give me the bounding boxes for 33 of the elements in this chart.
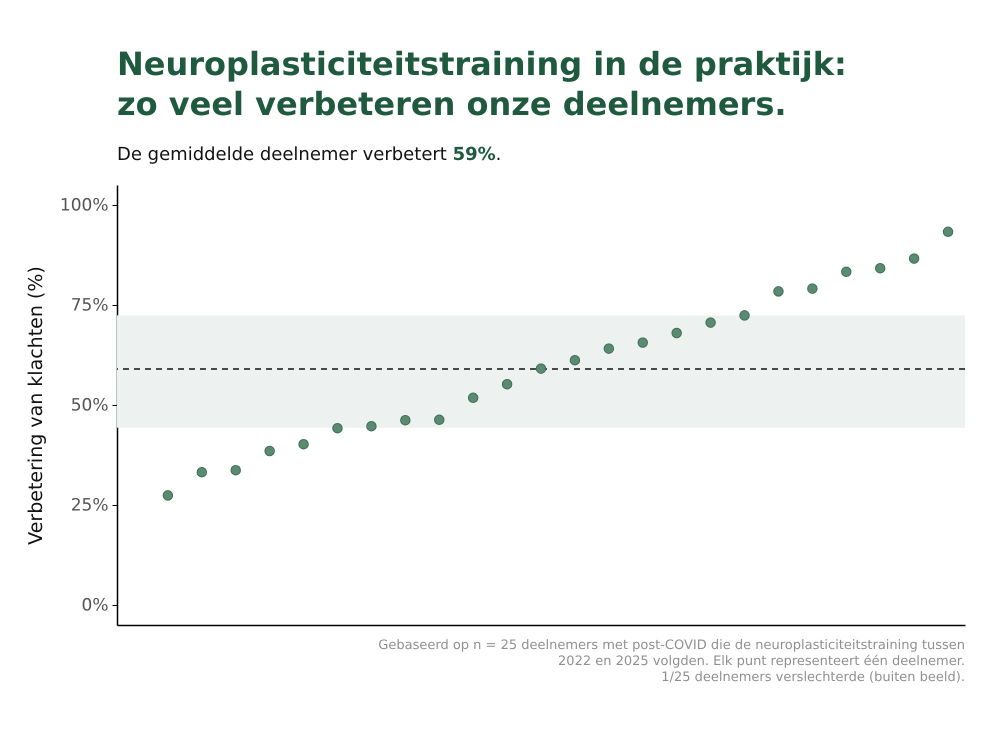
point <box>502 378 512 390</box>
y-tick-label: 100% <box>60 196 108 216</box>
chart-title: Neuroplasticiteitstraining in de praktijk: zo veel verbeteren onze deelnemers. <box>117 44 847 124</box>
point <box>332 422 343 434</box>
point <box>400 414 411 426</box>
chart-subtitle: De gemiddelde deelnemer verbetert 59%. <box>117 144 502 165</box>
point <box>230 464 241 476</box>
point <box>536 363 546 374</box>
point <box>264 446 275 456</box>
point <box>298 438 309 450</box>
point <box>468 392 478 404</box>
point <box>841 266 852 278</box>
point <box>705 317 716 328</box>
point <box>366 420 377 432</box>
point <box>604 343 614 354</box>
y-tick-label: 75% <box>70 296 108 316</box>
point <box>570 354 580 366</box>
point <box>807 283 818 294</box>
point <box>739 310 750 321</box>
point <box>196 466 208 478</box>
y-axis-title: Verbetering van klachten (%) <box>24 266 47 545</box>
point <box>671 328 682 338</box>
text: Gebaseerd op n = 25 deelnemers met post-COVID die de neuroplasticiteitstraining tussen 2022 en 2025 volgden. Elk punt representeert één deelnemer. 1/25 deelnemers verslechterde (buiten beeld). <box>378 638 965 686</box>
point <box>773 286 784 297</box>
point <box>908 253 920 264</box>
point <box>434 414 444 426</box>
y-tick-label: 50% <box>70 396 108 416</box>
y-tick-label: 25% <box>70 496 108 516</box>
point <box>942 226 954 238</box>
y-tick-label: 0% <box>82 596 108 616</box>
point <box>874 262 886 274</box>
point <box>162 490 174 501</box>
point <box>638 337 648 348</box>
